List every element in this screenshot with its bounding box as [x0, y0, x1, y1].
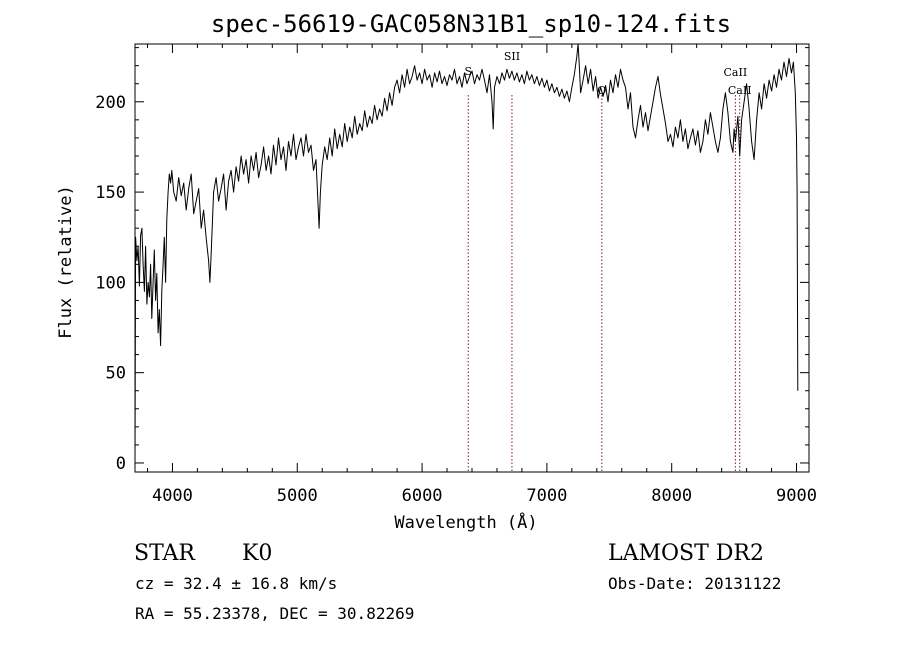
- object-subclass: K0: [242, 541, 272, 566]
- observation-date: Obs-Date: 20131122: [608, 574, 781, 593]
- y-tick-label: 100: [95, 273, 126, 293]
- redshift-text: cz = 32.4 ± 16.8 km/s: [135, 574, 337, 593]
- x-axis-label: Wavelength (Å): [394, 511, 537, 533]
- line-marker-label: CaII: [724, 66, 748, 79]
- coordinates-text: RA = 55.23378, DEC = 30.82269: [135, 604, 414, 623]
- x-tick-label: 5000: [277, 486, 318, 506]
- y-tick-label: 0: [116, 454, 126, 474]
- object-class: STAR: [134, 541, 196, 566]
- x-tick-label: 4000: [152, 486, 193, 506]
- chart-title: spec-56619-GAC058N31B1_sp10-124.fits: [211, 10, 731, 38]
- plot-frame: [134, 43, 810, 473]
- y-axis-ticks: 0 50 100 150 200: [95, 47, 809, 474]
- x-tick-label: 6000: [402, 486, 443, 506]
- y-tick-label: 50: [106, 364, 126, 384]
- x-tick-label: 7000: [526, 486, 567, 506]
- y-axis-label: Flux (relative): [56, 185, 76, 339]
- line-marker-label: S: [464, 65, 472, 78]
- x-tick-label: 9000: [776, 486, 817, 506]
- x-axis-ticks: 4000 5000 6000 7000 8000 9000: [146, 44, 817, 506]
- line-marker-label: SII: [504, 50, 520, 63]
- y-tick-label: 200: [95, 93, 126, 113]
- spectrum-line: [134, 43, 799, 467]
- y-tick-label: 150: [95, 183, 126, 203]
- survey-name: LAMOST DR2: [608, 541, 764, 566]
- x-tick-label: 8000: [651, 486, 692, 506]
